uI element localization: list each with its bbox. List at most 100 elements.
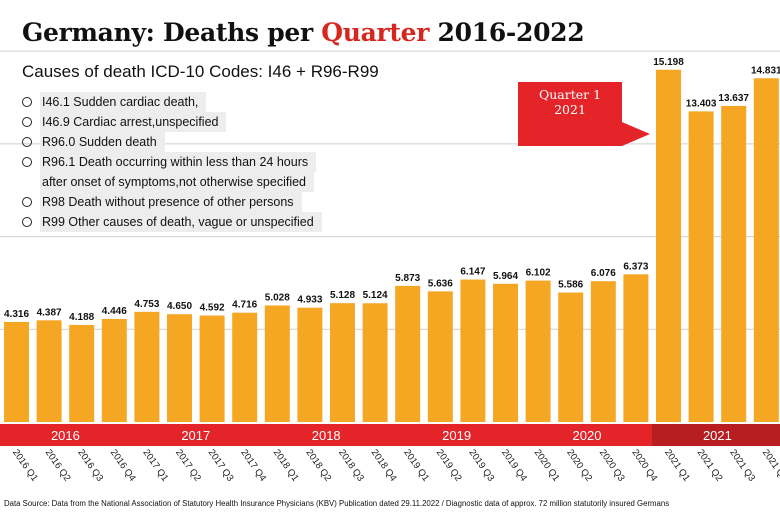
bar xyxy=(460,279,486,422)
x-tick-label: 2019 Q3 xyxy=(466,447,496,483)
bar xyxy=(753,78,779,422)
year-label: 2018 xyxy=(312,428,341,443)
x-tick-label: 2021 Q4 xyxy=(760,447,780,483)
bar xyxy=(232,312,258,422)
bar xyxy=(36,320,62,422)
data-source-note: Data Source: Data from the National Asso… xyxy=(4,499,670,508)
code-item: R98 Death without presence of other pers… xyxy=(22,192,322,212)
data-label: 6.076 xyxy=(591,268,616,279)
bullet-circle-icon xyxy=(22,196,32,207)
bullet-circle-icon xyxy=(22,96,32,107)
x-tick-label: 2017 Q4 xyxy=(238,447,268,483)
x-tick-label: 2020 Q2 xyxy=(564,447,594,483)
x-tick-label: 2018 Q3 xyxy=(336,447,366,483)
bullet-circle-icon xyxy=(22,156,32,167)
year-label: 2020 xyxy=(573,428,602,443)
bar xyxy=(656,69,681,422)
code-item: I46.1 Sudden cardiac death, xyxy=(22,92,322,112)
data-label: 4.446 xyxy=(102,306,127,317)
data-label: 6.373 xyxy=(623,261,648,272)
data-label: 5.873 xyxy=(395,273,420,284)
bar xyxy=(590,281,616,422)
year-band xyxy=(0,424,131,446)
data-label: 4.650 xyxy=(167,301,192,312)
year-label: 2019 xyxy=(442,428,471,443)
x-tick-label: 2017 Q3 xyxy=(206,447,236,483)
data-label: 4.933 xyxy=(297,295,322,306)
title-part1: Germany: Deaths per xyxy=(22,18,322,47)
x-tick-label: 2018 Q1 xyxy=(271,447,301,483)
data-label: 4.753 xyxy=(134,299,159,310)
x-tick-label: 2020 Q1 xyxy=(532,447,562,483)
bullet-circle-icon xyxy=(22,116,32,127)
data-label: 15.198 xyxy=(653,57,684,68)
data-labels: 4.316 4.387 4.188 4.446 4.753 4.650 4.592 4.716… xyxy=(4,57,780,323)
bar xyxy=(688,111,714,422)
callout-arrow-icon xyxy=(518,82,650,146)
data-label: 6.147 xyxy=(460,267,485,278)
data-label: 6.102 xyxy=(526,268,551,279)
code-item: R96.0 Sudden death xyxy=(22,132,322,152)
bar xyxy=(134,311,160,422)
data-label: 5.964 xyxy=(493,271,518,282)
data-label: 13.403 xyxy=(686,98,717,109)
data-label: 14.831 xyxy=(751,65,780,76)
data-label: 4.188 xyxy=(69,312,94,323)
x-tick-label: 2018 Q2 xyxy=(303,447,333,483)
bar xyxy=(362,303,388,422)
year-band xyxy=(260,424,392,446)
bar xyxy=(623,274,649,422)
icd-code-list: I46.1 Sudden cardiac death, I46.9 Cardia… xyxy=(22,92,322,232)
year-bands: 2016 2017 2018 2019 2020 2021 xyxy=(0,424,780,446)
x-tick-label: 2018 Q4 xyxy=(369,447,399,483)
year-label: 2021 xyxy=(703,428,732,443)
data-label: 13.637 xyxy=(718,93,749,104)
bar xyxy=(4,321,29,422)
data-label: 4.716 xyxy=(232,300,257,311)
callout-line1: Quarter 1 xyxy=(538,87,602,102)
bar xyxy=(69,324,95,422)
x-tick-label: 2020 Q4 xyxy=(629,447,659,483)
bar xyxy=(558,292,584,422)
bar xyxy=(297,307,323,422)
x-tick-label: 2019 Q4 xyxy=(499,447,529,483)
bar xyxy=(330,303,355,422)
bar-series xyxy=(4,69,779,422)
year-band xyxy=(130,424,262,446)
data-label: 5.128 xyxy=(330,290,355,301)
x-tick-labels: 2016 Q1 2016 Q2 2016 Q3 2016 Q4 2017 Q1 2017 … xyxy=(10,447,780,483)
data-label: 5.586 xyxy=(558,280,583,291)
bar xyxy=(525,280,551,422)
title-part2: 2016-2022 xyxy=(429,18,585,47)
x-tick-label: 2016 Q4 xyxy=(108,447,138,483)
bar xyxy=(167,314,192,422)
year-label: 2017 xyxy=(181,428,210,443)
code-item-continuation: after onset of symptoms,not otherwise sp… xyxy=(22,172,322,192)
x-tick-label: 2017 Q1 xyxy=(140,447,170,483)
data-label: 5.636 xyxy=(428,278,453,289)
bar xyxy=(721,105,747,422)
x-tick-label: 2021 Q1 xyxy=(662,447,692,483)
code-item: I46.9 Cardiac arrest,unspecified xyxy=(22,112,322,132)
chart-title: Germany: Deaths per Quarter 2016-2022 xyxy=(22,18,585,47)
chart-subtitle: Causes of death ICD-10 Codes: I46 + R96-… xyxy=(22,62,379,81)
code-item: R99 Other causes of death, vague or unsp… xyxy=(22,212,322,232)
data-label: 5.028 xyxy=(265,292,290,303)
data-label: 4.316 xyxy=(4,309,29,320)
callout-line2: 2021 xyxy=(554,102,586,117)
x-tick-label: 2016 Q3 xyxy=(75,447,105,483)
x-tick-label: 2021 Q2 xyxy=(695,447,725,483)
year-band xyxy=(521,424,653,446)
title-accent: Quarter xyxy=(321,18,430,47)
bar xyxy=(427,291,453,422)
x-tick-label: 2016 Q2 xyxy=(43,447,73,483)
bar xyxy=(101,318,127,422)
data-label: 5.124 xyxy=(363,290,388,301)
data-label: 4.387 xyxy=(37,307,62,318)
x-tick-label: 2019 Q2 xyxy=(434,447,464,483)
quarter-callout: Quarter 1 2021 xyxy=(518,82,650,148)
bar xyxy=(264,305,290,422)
code-item: R96.1 Death occurring within less than 2… xyxy=(22,152,322,172)
x-tick-label: 2019 Q1 xyxy=(401,447,431,483)
